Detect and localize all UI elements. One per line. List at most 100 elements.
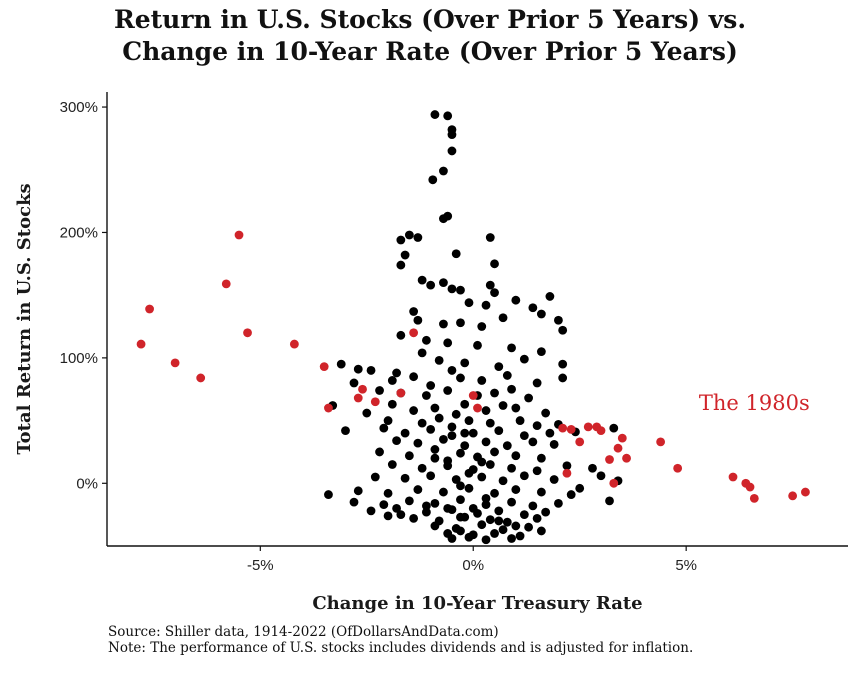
data-point-black bbox=[426, 381, 436, 390]
data-point-red bbox=[596, 426, 606, 436]
data-point-red bbox=[562, 468, 572, 478]
data-point-black bbox=[468, 428, 478, 438]
data-point-black bbox=[392, 436, 401, 446]
data-point-black bbox=[558, 359, 568, 369]
data-point-black bbox=[481, 493, 491, 503]
data-point-red bbox=[613, 443, 623, 453]
data-point-black bbox=[413, 315, 423, 325]
data-point-red bbox=[468, 391, 478, 400]
data-point-black bbox=[379, 500, 389, 510]
data-point-black bbox=[528, 501, 538, 511]
data-point-black bbox=[460, 399, 470, 409]
data-point-red bbox=[473, 403, 482, 413]
data-point-black bbox=[588, 463, 597, 473]
data-point-black bbox=[477, 472, 487, 482]
data-point-black bbox=[485, 515, 495, 525]
data-point-red bbox=[609, 478, 619, 488]
data-point-black bbox=[536, 309, 546, 319]
data-point-red bbox=[396, 388, 406, 398]
data-point-black bbox=[404, 230, 414, 240]
data-point-black bbox=[443, 338, 453, 348]
data-point-black bbox=[413, 438, 423, 448]
data-point-black bbox=[392, 368, 401, 378]
data-point-black bbox=[519, 354, 529, 364]
data-point-black bbox=[353, 486, 363, 496]
data-point-black bbox=[532, 378, 542, 388]
data-point-black bbox=[417, 418, 427, 428]
data-point-black bbox=[481, 437, 491, 447]
data-point-black bbox=[477, 376, 487, 385]
data-point-black bbox=[541, 507, 551, 517]
data-point-black bbox=[439, 166, 448, 176]
data-point-black bbox=[485, 280, 495, 290]
data-point-black bbox=[519, 431, 529, 441]
chart-title-line-1: Return in U.S. Stocks (Over Prior 5 Year… bbox=[113, 5, 747, 34]
y-tick-label: 300% bbox=[60, 99, 98, 116]
data-point-black bbox=[426, 424, 436, 434]
data-point-black bbox=[524, 393, 534, 403]
data-point-black bbox=[473, 340, 482, 350]
data-point-black bbox=[443, 111, 453, 121]
data-point-red bbox=[728, 472, 738, 482]
data-point-black bbox=[387, 399, 397, 409]
data-point-black bbox=[468, 503, 478, 513]
data-point-black bbox=[498, 401, 508, 410]
data-point-black bbox=[532, 466, 542, 476]
data-point-black bbox=[494, 426, 504, 436]
data-point-black bbox=[451, 249, 461, 259]
data-point-black bbox=[464, 416, 474, 425]
data-point-black bbox=[511, 451, 521, 461]
data-point-black bbox=[490, 259, 499, 269]
data-point-black bbox=[511, 485, 521, 494]
data-point-black bbox=[490, 388, 499, 398]
data-point-black bbox=[464, 468, 474, 478]
data-point-black bbox=[536, 487, 546, 497]
x-axis-title: Change in 10-Year Treasury Rate bbox=[312, 593, 642, 614]
data-point-black bbox=[379, 423, 389, 433]
data-point-black bbox=[447, 366, 457, 375]
data-point-black bbox=[498, 525, 508, 535]
data-point-black bbox=[434, 413, 444, 423]
data-point-black bbox=[456, 512, 465, 522]
data-point-black bbox=[502, 371, 512, 380]
data-point-black bbox=[341, 426, 350, 436]
y-tick-label: 200% bbox=[60, 224, 98, 241]
data-point-black bbox=[430, 110, 440, 119]
data-point-black bbox=[439, 487, 448, 497]
data-point-black bbox=[541, 408, 551, 418]
data-point-black bbox=[485, 233, 495, 242]
data-point-red bbox=[558, 423, 568, 433]
data-point-black bbox=[494, 362, 504, 372]
data-point-red bbox=[583, 422, 593, 432]
data-point-black bbox=[349, 378, 359, 388]
data-point-black bbox=[396, 235, 406, 245]
data-point-red bbox=[605, 455, 614, 464]
data-point-black bbox=[400, 473, 410, 483]
data-point-black bbox=[430, 498, 440, 508]
data-point-black bbox=[366, 506, 376, 516]
data-point-black bbox=[507, 384, 516, 394]
data-point-black bbox=[426, 471, 436, 481]
data-point-black bbox=[515, 416, 525, 425]
data-point-red bbox=[617, 433, 627, 443]
data-point-black bbox=[383, 488, 393, 498]
data-point-black bbox=[481, 535, 491, 545]
data-point-red bbox=[136, 339, 146, 349]
chart-footer: Source: Shiller data, 1914-2022 (OfDolla… bbox=[108, 624, 808, 656]
data-point-black bbox=[481, 500, 491, 510]
data-point-red bbox=[575, 437, 585, 447]
data-point-black bbox=[456, 448, 465, 458]
data-point-black bbox=[428, 175, 438, 185]
data-point-black bbox=[447, 431, 457, 441]
data-point-red bbox=[324, 403, 333, 413]
data-point-black bbox=[400, 250, 410, 260]
data-point-red bbox=[801, 487, 810, 497]
data-point-black bbox=[519, 471, 529, 481]
data-point-black bbox=[370, 472, 380, 482]
data-point-black bbox=[421, 507, 431, 517]
data-point-black bbox=[477, 322, 487, 331]
data-point-black bbox=[507, 534, 516, 543]
data-point-black bbox=[596, 471, 606, 481]
points-layer bbox=[136, 110, 810, 545]
data-point-black bbox=[400, 428, 410, 438]
